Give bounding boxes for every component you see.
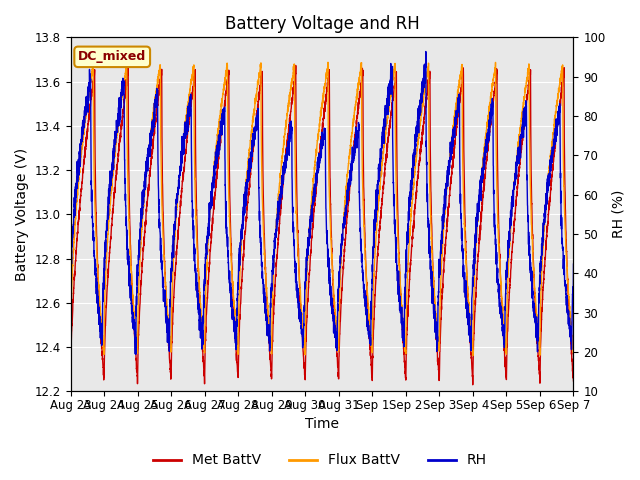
Y-axis label: Battery Voltage (V): Battery Voltage (V)	[15, 148, 29, 281]
Met BattV	[569, 369, 577, 374]
RH	[422, 48, 429, 54]
X-axis label: Time: Time	[305, 418, 339, 432]
Met BattV	[463, 274, 471, 279]
Flux BattV	[303, 272, 311, 277]
Flux BattV	[406, 217, 414, 223]
RH	[463, 309, 471, 315]
Met BattV	[570, 378, 577, 384]
Text: DC_mixed: DC_mixed	[78, 50, 147, 63]
Flux BattV	[67, 348, 74, 353]
RH	[303, 246, 311, 252]
RH	[435, 288, 442, 294]
Flux BattV	[463, 271, 471, 277]
Legend: Met BattV, Flux BattV, RH: Met BattV, Flux BattV, RH	[148, 448, 492, 473]
Met BattV	[292, 62, 300, 68]
Flux BattV	[469, 353, 477, 359]
Met BattV	[157, 76, 164, 82]
RH	[569, 284, 577, 290]
RH	[67, 268, 74, 274]
Met BattV	[303, 313, 311, 319]
RH	[570, 261, 577, 267]
Flux BattV	[90, 58, 97, 64]
Flux BattV	[435, 338, 442, 344]
Met BattV	[406, 263, 414, 268]
Flux BattV	[157, 159, 165, 165]
Line: Flux BattV: Flux BattV	[70, 61, 573, 356]
Flux BattV	[570, 349, 577, 355]
Title: Battery Voltage and RH: Battery Voltage and RH	[225, 15, 419, 33]
Flux BattV	[569, 346, 577, 352]
Met BattV	[469, 382, 477, 388]
Line: Met BattV: Met BattV	[70, 65, 573, 385]
RH	[157, 243, 165, 249]
RH	[132, 351, 140, 357]
Line: RH: RH	[70, 51, 573, 354]
Met BattV	[435, 363, 442, 369]
Met BattV	[67, 376, 74, 382]
Y-axis label: RH (%): RH (%)	[611, 190, 625, 239]
RH	[406, 180, 414, 186]
